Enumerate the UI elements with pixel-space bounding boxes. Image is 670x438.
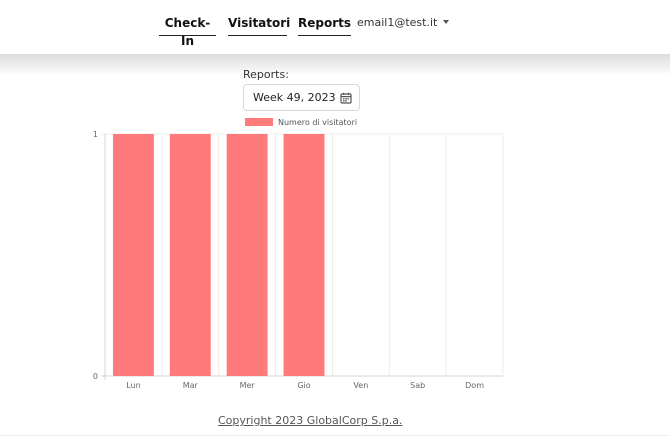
chart-legend-label: Numero di visitatori [278, 118, 357, 127]
user-menu-dropdown[interactable]: email1@test.it [357, 16, 449, 30]
week-value: Week 49, 2023 [253, 91, 336, 105]
calendar-icon[interactable] [340, 92, 352, 104]
footer-copyright-link[interactable]: Copyright 2023 GlobalCorp S.p.a. [218, 414, 402, 428]
chart-x-tick-label: Lun [126, 381, 140, 390]
chart-bar [227, 134, 268, 376]
week-picker-input[interactable]: Week 49, 2023 [243, 84, 360, 111]
chart-y-tick-label: 0 [93, 372, 98, 381]
chart-x-tick-label: Gio [297, 381, 310, 390]
chart-bar [170, 134, 211, 376]
nav-link-reports[interactable]: Reports [298, 14, 351, 36]
visitors-chart-container: Lun Mar Mer Gio Ven Sab Dom 0 1 Numero di visitat… [0, 110, 670, 400]
chart-x-tick-label: Mar [183, 381, 199, 390]
chart-y-tick-label: 1 [93, 130, 98, 139]
chart-x-tick-label: Ven [353, 381, 368, 390]
chart-x-tick-label: Mer [240, 381, 256, 390]
navbar: Check-In Visitatori Reports email1@test.… [0, 0, 670, 54]
reports-label: Reports: [243, 68, 289, 82]
chart-x-tick-label: Sab [410, 381, 425, 390]
chart-bar [284, 134, 325, 376]
nav-link-check-in[interactable]: Check-In [159, 14, 216, 36]
caret-down-icon [443, 20, 449, 24]
header-shadow [0, 54, 670, 76]
footer-divider [0, 435, 670, 436]
visitors-bar-chart: Lun Mar Mer Gio Ven Sab Dom 0 1 Numero di visitat… [0, 110, 670, 400]
nav-link-visitatori[interactable]: Visitatori [228, 14, 287, 36]
chart-legend-swatch [245, 118, 273, 126]
chart-bar [113, 134, 154, 376]
user-email: email1@test.it [357, 16, 437, 29]
chart-x-tick-label: Dom [465, 381, 484, 390]
